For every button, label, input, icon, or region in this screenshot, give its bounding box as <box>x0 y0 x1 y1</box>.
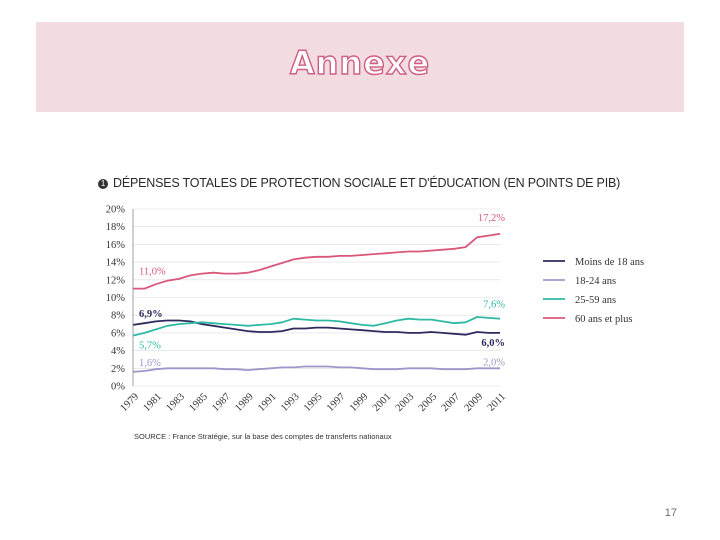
x-tick-label: 1989 <box>233 391 256 414</box>
x-tick-label: 1985 <box>187 391 210 414</box>
x-tick-label: 1979 <box>118 391 141 414</box>
series-line-1 <box>132 365 500 373</box>
y-tick-label: 0% <box>111 382 125 393</box>
chart-number-badge: 1 <box>98 179 108 189</box>
x-tick-label: 1987 <box>210 391 233 414</box>
x-tick-label: 1999 <box>348 391 371 414</box>
x-tick-label: 2005 <box>417 391 440 414</box>
x-tick-label: 1991 <box>256 391 279 414</box>
x-tick-label: 1997 <box>325 391 348 414</box>
legend-label: 60 ans et plus <box>575 314 632 325</box>
end-data-label: 17,2% <box>478 213 505 224</box>
end-data-label: 6,0% <box>481 338 505 349</box>
y-tick-label: 20% <box>106 205 126 216</box>
end-data-label: 7,6% <box>483 300 505 311</box>
slide-title: Annexe <box>289 43 431 82</box>
x-tick-label: 1993 <box>279 391 302 414</box>
x-tick-label: 1983 <box>164 391 187 414</box>
legend-label: Moins de 18 ans <box>575 257 644 268</box>
x-tick-label: 1995 <box>302 391 325 414</box>
y-tick-label: 12% <box>106 275 126 286</box>
x-tick-label: 2011 <box>486 391 508 413</box>
x-tick-label: 1981 <box>141 391 164 414</box>
start-data-label: 1,6% <box>139 358 161 369</box>
y-tick-label: 2% <box>111 364 125 375</box>
x-tick-label: 2007 <box>440 391 463 414</box>
x-tick-label: 2003 <box>394 391 417 414</box>
y-tick-label: 8% <box>111 311 125 322</box>
chart-title: 1 DÉPENSES TOTALES DE PROTECTION SOCIALE … <box>98 176 620 190</box>
end-data-label: 2,0% <box>483 357 505 368</box>
page-number: 17 <box>664 507 677 519</box>
start-data-label: 6,9% <box>139 309 163 320</box>
series-line-3 <box>133 232 501 290</box>
y-tick-label: 6% <box>111 328 125 339</box>
start-data-label: 5,7% <box>139 341 161 352</box>
legend-label: 18-24 ans <box>575 276 616 287</box>
y-tick-label: 18% <box>106 222 126 233</box>
title-banner: Annexe <box>36 22 684 112</box>
y-tick-label: 14% <box>106 258 126 269</box>
chart-title-text: DÉPENSES TOTALES DE PROTECTION SOCIALE E… <box>113 176 621 190</box>
chart-source: SOURCE : France Stratégie, sur la base d… <box>134 432 392 441</box>
y-tick-label: 16% <box>106 240 126 251</box>
legend-label: 25-59 ans <box>575 295 616 306</box>
x-tick-label: 2009 <box>463 391 486 414</box>
y-tick-label: 4% <box>111 346 125 357</box>
series-line-2 <box>132 316 501 337</box>
start-data-label: 11,0% <box>139 267 166 278</box>
y-tick-label: 10% <box>106 293 126 304</box>
x-tick-label: 2001 <box>371 391 394 414</box>
